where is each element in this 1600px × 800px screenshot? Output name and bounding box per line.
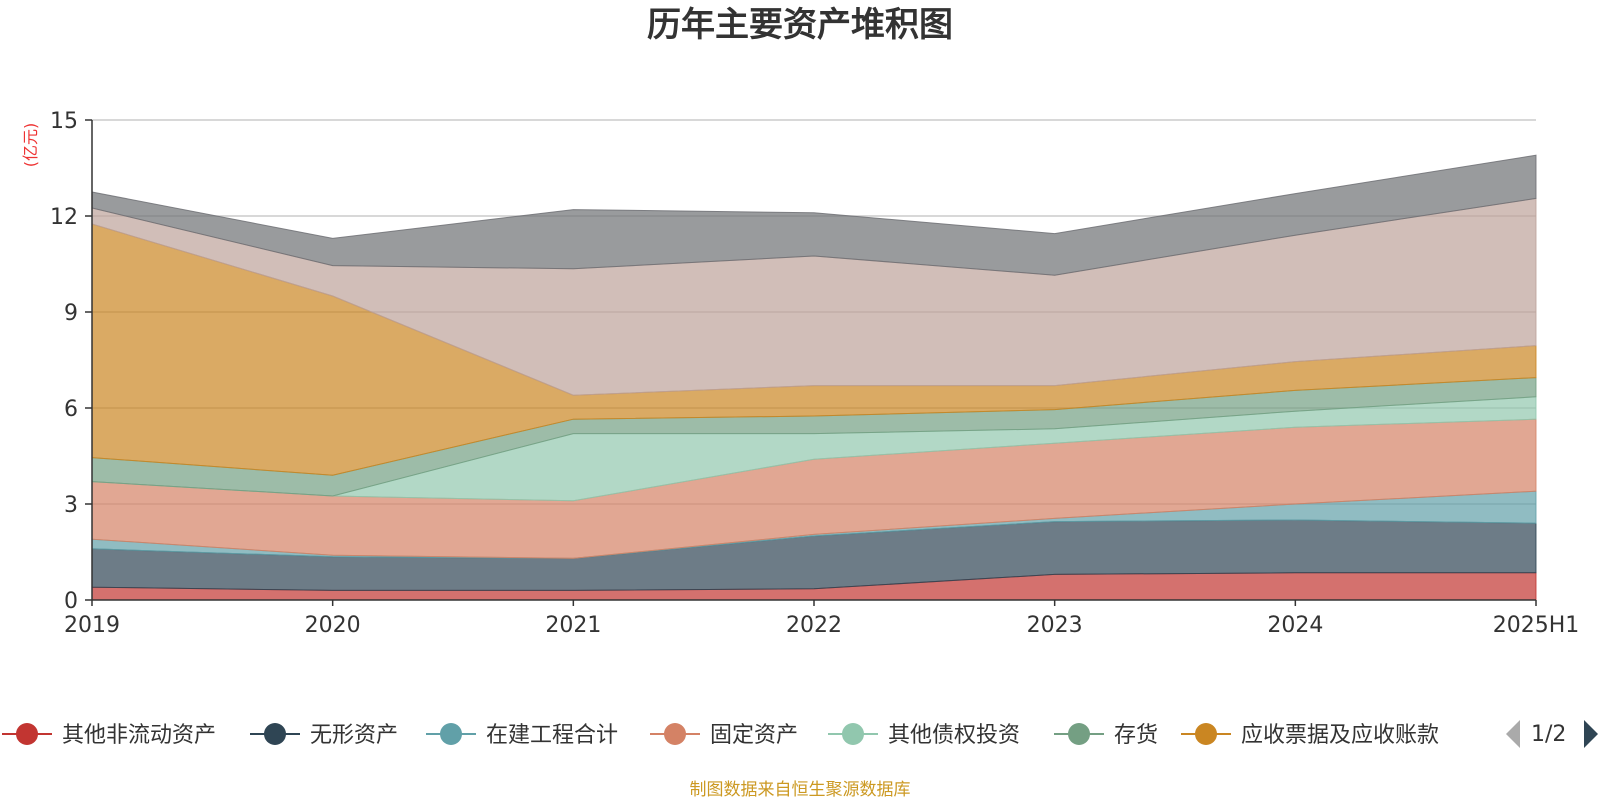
legend-pager: 1/2 xyxy=(1506,720,1598,748)
y-tick-label: 0 xyxy=(64,589,78,614)
legend-next-icon[interactable] xyxy=(1584,720,1598,748)
y-tick-labels: 0 3 6 9 12 15 xyxy=(50,109,78,614)
legend-marker xyxy=(1068,723,1090,745)
legend-marker xyxy=(664,723,686,745)
legend-prev-icon[interactable] xyxy=(1506,720,1520,748)
legend-marker xyxy=(264,723,286,745)
legend-item-1[interactable]: 无形资产 xyxy=(250,723,398,748)
legend-label: 其他债权投资 xyxy=(888,723,1020,748)
legend: 其他非流动资产 无形资产 在建工程合计 固定资产 其他债权投资 存货 应收票据及应收账款 xyxy=(2,723,1439,748)
legend-marker xyxy=(1195,723,1217,745)
legend-marker xyxy=(440,723,462,745)
legend-item-3[interactable]: 固定资产 xyxy=(650,723,798,748)
legend-page-indicator: 1/2 xyxy=(1531,722,1566,747)
source-note: 制图数据来自恒生聚源数据库 xyxy=(690,780,911,800)
legend-item-4[interactable]: 其他债权投资 xyxy=(828,723,1020,748)
legend-marker xyxy=(842,723,864,745)
legend-item-5[interactable]: 存货 xyxy=(1054,723,1158,748)
y-tick-label: 3 xyxy=(64,493,78,518)
chart-title: 历年主要资产堆积图 xyxy=(647,5,953,45)
y-tick-label: 9 xyxy=(64,301,78,326)
legend-item-0[interactable]: 其他非流动资产 xyxy=(2,723,216,748)
legend-label: 固定资产 xyxy=(710,723,798,748)
legend-item-2[interactable]: 在建工程合计 xyxy=(426,723,618,748)
y-tick-label: 15 xyxy=(50,109,78,134)
x-tick-label: 2024 xyxy=(1267,613,1323,638)
y-axis-unit: (亿元) xyxy=(21,123,40,168)
x-tick-label: 2021 xyxy=(545,613,601,638)
x-tick-label: 2022 xyxy=(786,613,842,638)
legend-label: 在建工程合计 xyxy=(486,723,618,748)
legend-label: 其他非流动资产 xyxy=(62,723,216,748)
x-tick-labels: 2019 2020 2021 2022 2023 2024 2025H1 xyxy=(64,613,1579,638)
area-series xyxy=(91,154,1537,601)
legend-label: 应收票据及应收账款 xyxy=(1241,723,1439,748)
axes xyxy=(85,119,1537,606)
y-tick-label: 6 xyxy=(64,397,78,422)
area-series-8 xyxy=(91,154,1537,276)
x-tick-label: 2019 xyxy=(64,613,120,638)
legend-label: 无形资产 xyxy=(310,723,398,748)
legend-label: 存货 xyxy=(1114,723,1158,748)
x-tick-label: 2020 xyxy=(305,613,361,638)
legend-marker xyxy=(16,723,38,745)
legend-item-6[interactable]: 应收票据及应收账款 xyxy=(1181,723,1439,748)
y-tick-label: 12 xyxy=(50,205,78,230)
x-tick-label: 2025H1 xyxy=(1493,613,1580,638)
x-tick-label: 2023 xyxy=(1027,613,1083,638)
